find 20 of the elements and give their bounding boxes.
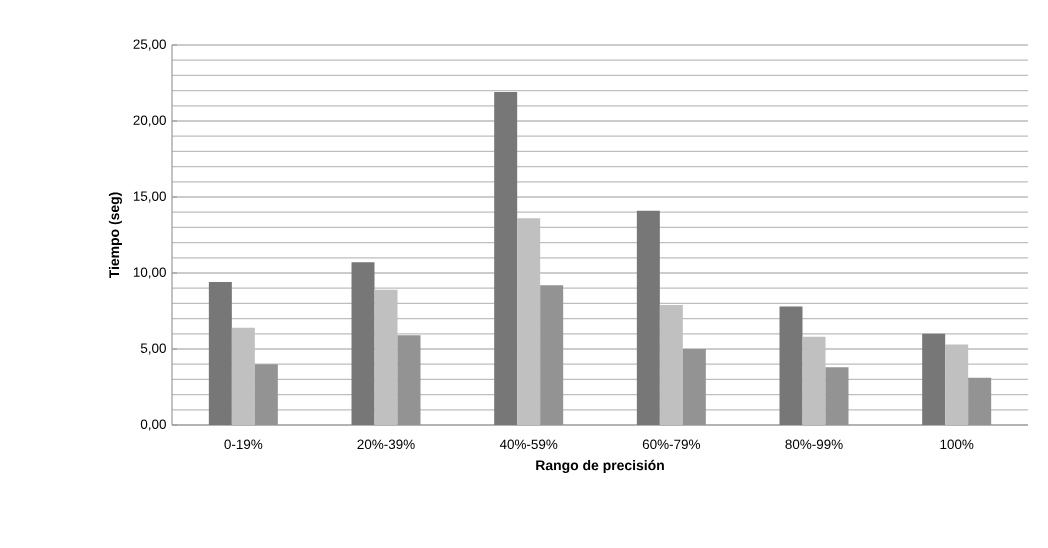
- bar: [636, 210, 660, 425]
- x-tick-label: 40%-59%: [499, 439, 558, 450]
- x-tick-label: 60%-79%: [642, 439, 701, 450]
- bar: [779, 306, 803, 425]
- bar: [208, 282, 232, 425]
- x-tick-label: 0-19%: [224, 439, 263, 450]
- x-tick-label: 20%-39%: [357, 439, 415, 450]
- y-tick-label: 20,00: [133, 115, 166, 127]
- y-tick-label: 5,00: [140, 343, 166, 355]
- bar: [922, 333, 946, 425]
- y-tick-label: 15,00: [133, 191, 166, 203]
- x-tick-label: 100%: [940, 439, 974, 450]
- bar: [494, 92, 518, 425]
- x-tick-label: 80%-99%: [785, 439, 843, 450]
- bar: [351, 262, 375, 425]
- y-axis-title: Tiempo (seg): [108, 192, 122, 279]
- y-tick-label: 25,00: [133, 39, 166, 51]
- y-tick-label: 0,00: [140, 419, 166, 431]
- x-axis-title: Rango de precisión: [536, 459, 664, 474]
- y-tick-label: 10,00: [133, 267, 166, 279]
